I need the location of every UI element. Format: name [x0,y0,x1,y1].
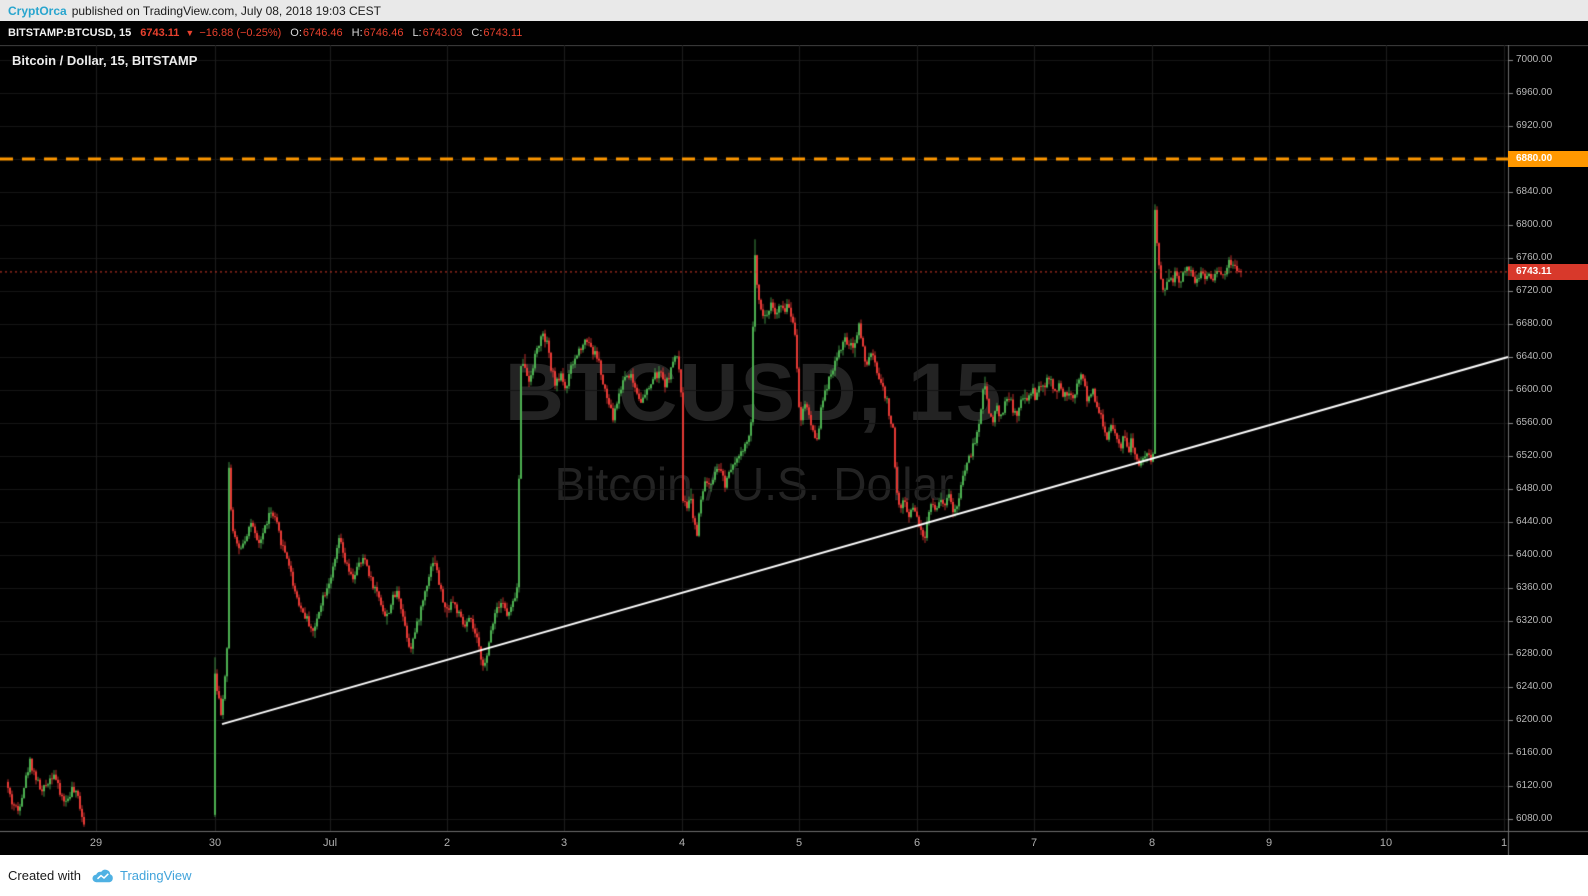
resistance-level-badge: 6880.00 [1508,151,1588,167]
high-label: H: [351,27,363,39]
low-value: 6743.03 [422,27,463,39]
price-tick-label: 6560.00 [1516,417,1553,428]
price-tick-label: 6720.00 [1516,285,1553,296]
open-label: O: [290,27,302,39]
low-label: L: [412,27,422,39]
time-tick-label: 29 [89,837,103,849]
time-tick-label: 30 [208,837,222,849]
time-tick-label: 7 [1030,837,1038,849]
attribution-bar: CryptOrca published on TradingView.com, … [0,0,1588,21]
footer-bar: Created with TradingView [0,855,1588,896]
published-text: published on TradingView.com, July 08, 2… [71,3,381,18]
chart-area: BTCUSD, 15 Bitcoin / U.S. Dollar Bitcoin… [0,45,1588,855]
price-tick-label: 6600.00 [1516,384,1553,395]
symbol-title: BITSTAMP:BTCUSD, 15 [8,27,132,39]
time-tick-label: 10 [1379,837,1393,849]
price-tick-label: 6320.00 [1516,615,1553,626]
username-link[interactable]: CryptOrca [8,3,67,18]
price-tick-label: 6240.00 [1516,681,1553,692]
tradingview-logo-icon [91,868,115,884]
price-tick-label: 7000.00 [1516,54,1553,65]
time-tick-label: Jul [322,837,338,849]
price-tick-label: 6680.00 [1516,318,1553,329]
last-price-badge: 6743.11 [1508,263,1588,280]
time-tick-label: 5 [795,837,803,849]
time-tick-label: 8 [1148,837,1156,849]
price-tick-label: 6920.00 [1516,120,1553,131]
down-arrow-icon: ▼ [185,28,195,38]
price-tick-label: 6800.00 [1516,219,1553,230]
price-axis[interactable]: 7000.00 6960.00 6920.00 6880.00 6840.00 6800.… [1508,45,1588,855]
time-tick-label: 2 [443,837,451,849]
price-tick-label: 6480.00 [1516,483,1553,494]
price-change: −16.88 (−0.25%) [199,27,282,39]
time-tick-label: 1 [1500,837,1508,849]
price-tick-label: 6200.00 [1516,714,1553,725]
chart-legend[interactable]: Bitcoin / Dollar, 15, BITSTAMP [12,53,198,68]
price-tick-label: 6360.00 [1516,582,1553,593]
high-value: 6746.46 [363,27,404,39]
symbol-bar: BITSTAMP:BTCUSD, 15 6743.11 ▼ −16.88 (−0… [0,21,1588,45]
close-value: 6743.11 [483,27,523,39]
time-tick-label: 4 [678,837,686,849]
time-axis[interactable]: 29 30 Jul 2 3 4 5 6 7 8 9 10 1 [0,831,1508,855]
close-label: C: [471,27,483,39]
price-tick-label: 6400.00 [1516,549,1553,560]
time-tick-label: 6 [913,837,921,849]
time-tick-label: 3 [560,837,568,849]
price-tick-label: 6160.00 [1516,747,1553,758]
price-tick-label: 6280.00 [1516,648,1553,659]
price-tick-label: 6440.00 [1516,516,1553,527]
price-tick-label: 6080.00 [1516,813,1553,824]
price-tick-label: 6840.00 [1516,186,1553,197]
candlestick-canvas[interactable] [0,45,1588,855]
price-tick-label: 6520.00 [1516,450,1553,461]
tradingview-link[interactable]: TradingView [119,868,192,883]
last-price-value: 6743.11 [140,27,180,39]
price-tick-label: 6960.00 [1516,87,1553,98]
created-with-text: Created with [8,868,81,883]
price-tick-label: 6760.00 [1516,252,1553,263]
price-tick-label: 6120.00 [1516,780,1553,791]
time-tick-label: 9 [1265,837,1273,849]
price-tick-label: 6640.00 [1516,351,1553,362]
open-value: 6746.46 [302,27,343,39]
